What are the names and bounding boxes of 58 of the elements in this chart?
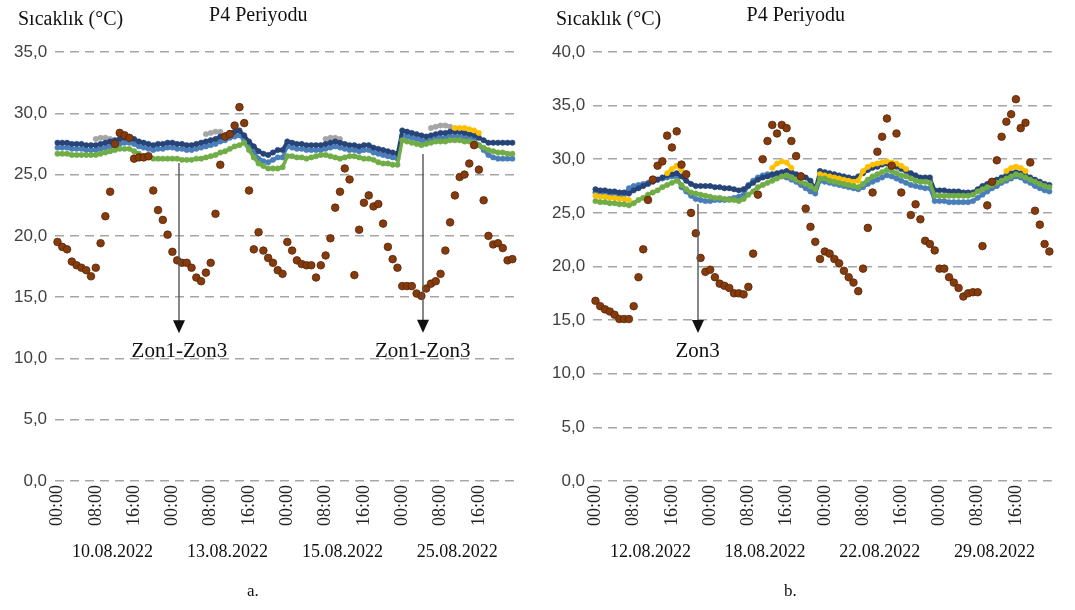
y-tick-label: 25,0	[13, 164, 48, 184]
text: 12.08.2022	[609, 540, 691, 561]
y-tick-label: 20,0	[551, 256, 586, 276]
x-tick-label: 08:00	[737, 485, 758, 527]
y-tick-label: 15,0	[551, 309, 586, 329]
x-tick-label: 08:00	[314, 485, 335, 527]
annotation: Zon3	[675, 337, 720, 362]
text: 25.08.2022	[416, 540, 498, 561]
y-tick-label: 0,0	[561, 470, 586, 490]
text: a.	[246, 581, 259, 601]
x-tick-label: 16:00	[467, 485, 488, 527]
text: 10.08.2022	[72, 540, 154, 561]
x-tick-label: 00:00	[813, 485, 834, 527]
x-tick-label: 08:00	[199, 485, 220, 527]
x-tick-label: 16:00	[660, 485, 681, 527]
x-tick-label: 00:00	[698, 485, 719, 527]
y-tick-label: 35,0	[551, 95, 586, 115]
y-tick-label: 5,0	[561, 417, 586, 437]
x-tick-label: 08:00	[966, 485, 987, 527]
annotation: Zon1-Zon3	[374, 337, 471, 362]
y-tick-label: 20,0	[13, 225, 48, 245]
x-tick-label: 16:00	[122, 485, 143, 527]
annotation: Zon1-Zon3	[131, 337, 228, 362]
x-tick-label: 08:00	[622, 485, 643, 527]
text: 22.08.2022	[839, 540, 921, 561]
y-tick-label: 10,0	[551, 363, 586, 383]
x-tick-label: 00:00	[584, 485, 605, 527]
x-tick-label: 16:00	[1004, 485, 1025, 527]
y-tick-label: 25,0	[551, 202, 586, 222]
y-tick-label: 0,0	[23, 470, 48, 490]
x-tick-label: 00:00	[161, 485, 182, 527]
text: b.	[784, 581, 797, 601]
y-tick-label: 10,0	[13, 348, 48, 368]
y-axis-title: Sıcaklık (°C)	[18, 7, 124, 31]
text: 18.08.2022	[724, 540, 806, 561]
y-tick-label: 30,0	[13, 102, 48, 122]
x-tick-label: 16:00	[237, 485, 258, 527]
x-tick-label: 00:00	[276, 485, 297, 527]
y-tick-label: 15,0	[13, 286, 48, 306]
x-tick-label: 08:00	[851, 485, 872, 527]
x-tick-label: 16:00	[889, 485, 910, 527]
x-tick-label: 08:00	[429, 485, 450, 527]
x-tick-label: 00:00	[46, 485, 67, 527]
text: 29.08.2022	[953, 540, 1035, 561]
chart-title: P4 Periyodu	[209, 3, 308, 27]
x-tick-label: 16:00	[775, 485, 796, 527]
x-tick-label: 00:00	[928, 485, 949, 527]
y-tick-label: 40,0	[551, 41, 586, 61]
x-tick-label: 16:00	[352, 485, 373, 527]
y-axis-title: Sıcaklık (°C)	[556, 7, 662, 31]
x-tick-label: 00:00	[390, 485, 411, 527]
y-tick-label: 30,0	[551, 148, 586, 168]
y-tick-label: 35,0	[13, 41, 48, 61]
y-tick-label: 5,0	[23, 409, 48, 429]
chart-title: P4 Periyodu	[746, 3, 845, 27]
x-tick-label: 08:00	[84, 485, 105, 527]
text: 13.08.2022	[186, 540, 268, 561]
text: 15.08.2022	[301, 540, 383, 561]
